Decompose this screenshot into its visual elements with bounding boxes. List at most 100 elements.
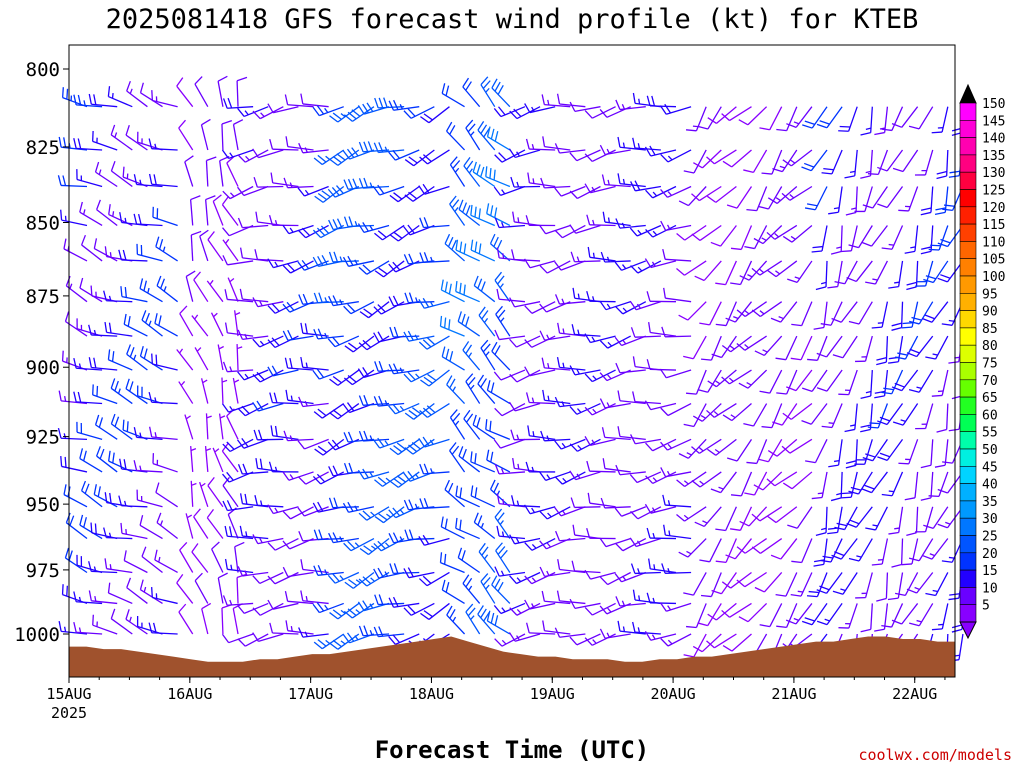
- wind-barb: [221, 604, 233, 635]
- wind-barb: [73, 591, 103, 605]
- wind-barb: [862, 186, 888, 209]
- wind-barb: [630, 434, 661, 445]
- colorbar-label: 150: [982, 97, 1005, 112]
- wind-barb: [815, 260, 828, 291]
- wind-barb: [644, 503, 677, 514]
- wind-barb: [541, 590, 571, 605]
- wind-barb: [629, 224, 662, 237]
- wind-barb: [615, 218, 646, 229]
- colorbar-swatch: [959, 414, 977, 432]
- wind-barb: [123, 550, 148, 574]
- wind-barb: [495, 305, 511, 337]
- wind-barb: [92, 130, 118, 151]
- wind-barb: [374, 594, 405, 606]
- wind-barb: [630, 563, 661, 575]
- wind-barb: [344, 335, 375, 353]
- wind-barb: [554, 627, 586, 638]
- wind-barb: [648, 322, 677, 337]
- y-tick-label: 1000: [14, 624, 60, 646]
- y-tick-label: 875: [26, 286, 60, 308]
- wind-barb: [715, 506, 737, 532]
- wind-barb: [906, 260, 919, 291]
- wind-barb: [921, 301, 949, 323]
- wind-barb: [584, 333, 616, 344]
- wind-barb: [678, 186, 707, 207]
- wind-barb: [569, 438, 601, 452]
- wind-barb: [222, 595, 254, 606]
- wind-barb: [148, 173, 178, 188]
- wind-barb: [739, 506, 768, 527]
- wind-barb: [221, 633, 254, 644]
- wind-barb: [297, 185, 329, 197]
- wind-barb: [645, 471, 677, 485]
- wind-barb: [204, 445, 212, 472]
- wind-barb: [328, 295, 359, 307]
- wind-barb: [418, 297, 450, 309]
- wind-barb: [486, 449, 511, 473]
- colorbar-label: 95: [982, 287, 998, 302]
- wind-barb: [418, 534, 450, 546]
- wind-barb: [629, 300, 662, 311]
- wind-barb: [297, 438, 329, 450]
- wind-barb: [874, 106, 889, 136]
- wind-barb: [237, 106, 269, 118]
- wind-barb: [358, 625, 390, 637]
- wind-barb: [730, 506, 753, 531]
- y-axis: 800 825 850 875 900 925 950 975 1000: [14, 59, 69, 646]
- wind-barb: [804, 186, 828, 211]
- wind-barb: [88, 324, 118, 337]
- wind-barb: [267, 103, 299, 114]
- wind-barb: [629, 471, 662, 484]
- wind-barb: [419, 463, 450, 475]
- wind-barb: [76, 421, 103, 440]
- wind-barb: [201, 602, 212, 635]
- wind-barb: [754, 572, 783, 593]
- wind-barb: [865, 260, 888, 285]
- colorbar-label: 5: [982, 599, 990, 614]
- wind-barb: [540, 177, 571, 189]
- wind-barb: [700, 572, 722, 598]
- wind-barb: [104, 558, 133, 574]
- wind-barb: [542, 389, 571, 405]
- wind-barb: [660, 220, 692, 231]
- wind-barb: [155, 482, 178, 508]
- wind-barb: [178, 119, 194, 151]
- wind-barb: [119, 458, 148, 473]
- wind-barb: [463, 157, 481, 187]
- wind-barb: [374, 506, 405, 524]
- wind-barb: [632, 356, 661, 371]
- wind-barb: [751, 506, 783, 522]
- wind-barb: [486, 126, 511, 151]
- wind-barb: [801, 603, 828, 626]
- wind-barb: [602, 211, 631, 227]
- wind-barb: [840, 471, 858, 499]
- wind-barb: [711, 335, 737, 359]
- wind-barb: [300, 559, 329, 574]
- wind-barb: [388, 99, 420, 111]
- wind-barb: [237, 566, 269, 577]
- colorbar-top-arrow: [959, 83, 977, 104]
- wind-barb: [586, 214, 616, 227]
- wind-barb: [297, 259, 329, 271]
- wind-barb: [252, 571, 284, 585]
- wind-barb: [678, 438, 707, 459]
- wind-barb: [76, 169, 103, 188]
- wind-barb: [632, 92, 661, 108]
- wind-barb: [403, 369, 435, 383]
- colorbar-swatch: [959, 396, 977, 415]
- colorbar-swatch: [959, 500, 977, 519]
- wind-barb: [867, 403, 889, 429]
- wind-barb: [860, 149, 873, 179]
- wind-barb: [151, 353, 178, 371]
- wind-barb: [934, 186, 949, 216]
- wind-barb: [691, 185, 722, 202]
- wind-barbs: [57, 75, 964, 664]
- wind-barb: [455, 281, 480, 303]
- wind-barb: [418, 571, 450, 587]
- wind-barb: [736, 301, 767, 317]
- wind-barb: [934, 439, 949, 468]
- wind-barb: [457, 311, 481, 337]
- wind-barb: [222, 361, 254, 373]
- wind-barb: [805, 439, 828, 464]
- wind-barb: [511, 249, 541, 262]
